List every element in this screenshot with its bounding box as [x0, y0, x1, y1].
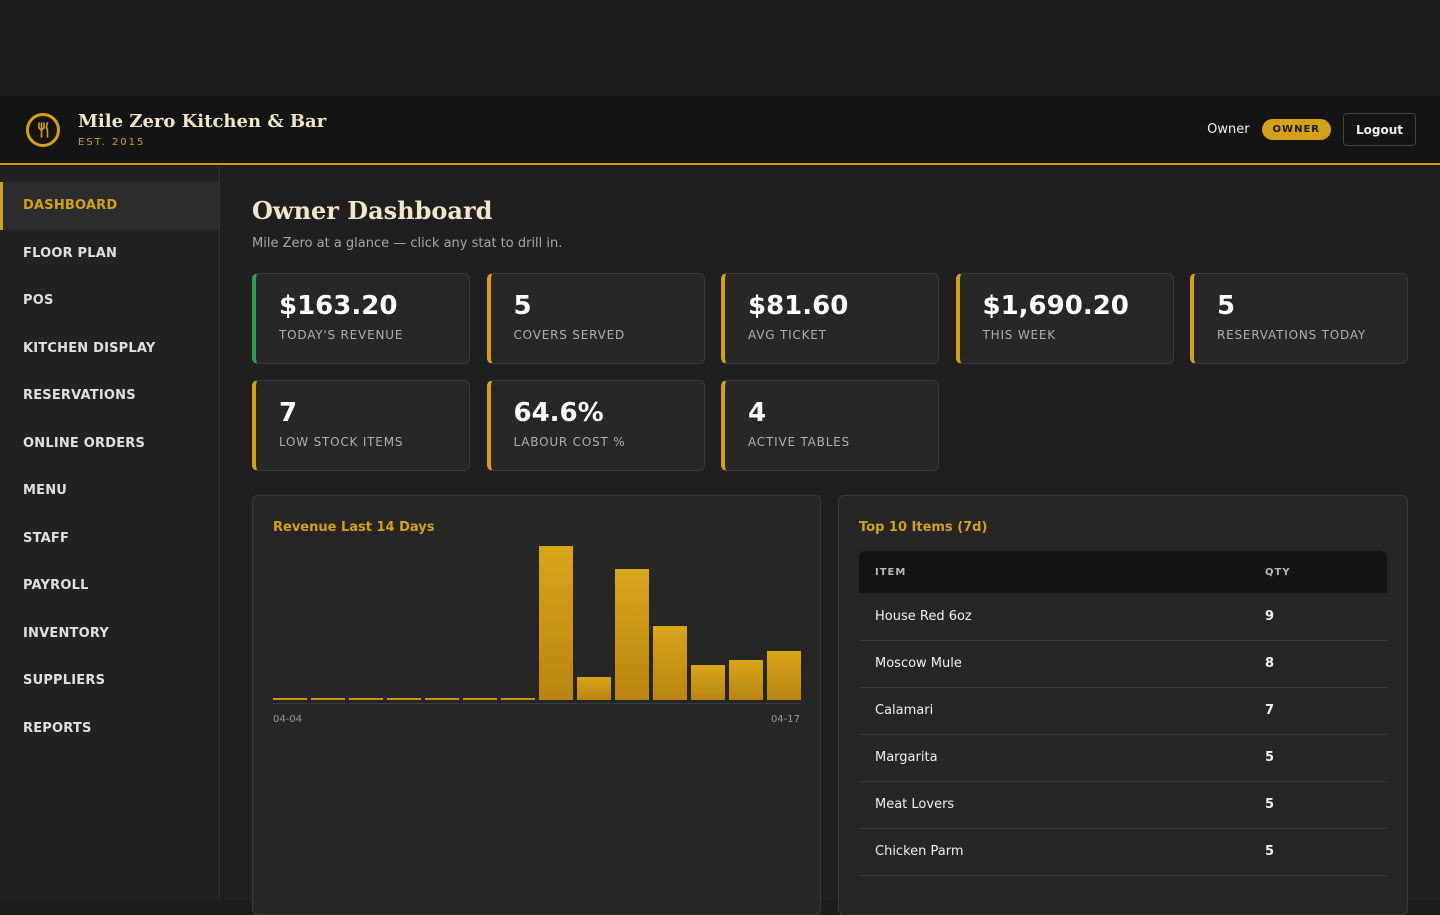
top-items-title: Top 10 Items (7d) — [859, 520, 988, 535]
qty-cell: 7 — [1249, 687, 1387, 735]
sidebar: DASHBOARD FLOOR PLAN POS KITCHEN DISPLAY… — [0, 166, 220, 900]
brand-subtitle: EST. 2015 — [78, 137, 146, 148]
stat-card-low-stock-items[interactable]: 7 LOW STOCK ITEMS — [252, 380, 470, 471]
revenue-chart-title: Revenue Last 14 Days — [273, 520, 435, 535]
table-row: Calamari 7 — [859, 687, 1387, 735]
revenue-chart-panel: Revenue Last 14 Days 04-04 04-17 — [252, 495, 821, 915]
sidebar-item-suppliers[interactable]: SUPPLIERS — [23, 673, 106, 689]
stat-label: ACTIVE TABLES — [748, 435, 850, 449]
revenue-bar-04-05 — [311, 698, 345, 700]
app-header: Mile Zero Kitchen & Bar EST. 2015 Owner … — [0, 96, 1440, 165]
sidebar-item-staff[interactable]: STAFF — [23, 530, 70, 546]
revenue-bar-04-17 — [767, 650, 801, 700]
sidebar-item-kitchen-display[interactable]: KITCHEN DISPLAY — [23, 340, 156, 356]
revenue-bar-04-16 — [729, 659, 763, 700]
sidebar-item-reservations[interactable]: RESERVATIONS — [23, 388, 136, 404]
stat-card-this-week[interactable]: $1,690.20 THIS WEEK — [955, 273, 1174, 364]
revenue-bar-04-15 — [691, 664, 725, 700]
stat-label: COVERS SERVED — [513, 328, 625, 342]
sidebar-item-payroll[interactable]: PAYROLL — [23, 578, 89, 594]
stat-value: $81.60 — [748, 291, 849, 321]
user-name: Owner — [1207, 122, 1250, 137]
revenue-bar-04-14 — [653, 626, 687, 700]
main-content: Owner Dashboard Mile Zero at a glance — … — [221, 166, 1440, 915]
utensils-icon — [26, 112, 60, 147]
sidebar-item-dashboard[interactable]: DASHBOARD — [0, 182, 219, 230]
page-title: Owner Dashboard — [252, 196, 493, 225]
stat-card-active-tables[interactable]: 4 ACTIVE TABLES — [721, 380, 939, 471]
x-axis-end-label: 04-17 — [770, 714, 800, 725]
logout-button[interactable]: Logout — [1342, 113, 1416, 146]
stat-label: LABOUR COST % — [513, 435, 626, 449]
stat-value: 5 — [513, 291, 532, 321]
item-cell: Moscow Mule — [859, 640, 1249, 688]
panels: Revenue Last 14 Days 04-04 04-17 Top 10 … — [252, 495, 1408, 915]
brand-name: Mile Zero Kitchen & Bar — [78, 111, 327, 132]
item-cell: Margarita — [859, 734, 1249, 782]
sidebar-item-online-orders[interactable]: ONLINE ORDERS — [23, 435, 146, 451]
page-subtitle: Mile Zero at a glance — click any stat t… — [252, 236, 563, 251]
revenue-bar-04-13 — [615, 569, 649, 700]
table-row: Margarita 5 — [859, 734, 1387, 782]
stat-label: TODAY'S REVENUE — [279, 328, 404, 342]
item-cell: Meat Lovers — [859, 781, 1249, 829]
top-items-panel: Top 10 Items (7d) ITEM QTY House Red 6oz… — [838, 495, 1408, 915]
stat-cards: $163.20 TODAY'S REVENUE 5 COVERS SERVED … — [252, 273, 1408, 471]
stat-card-covers-served[interactable]: 5 COVERS SERVED — [486, 273, 705, 364]
qty-cell: 9 — [1249, 593, 1387, 641]
stat-card-reservations-today[interactable]: 5 RESERVATIONS TODAY — [1190, 273, 1408, 364]
revenue-bar-04-04 — [273, 698, 307, 700]
qty-cell: 5 — [1249, 828, 1387, 876]
role-badge: OWNER — [1261, 119, 1331, 140]
sidebar-item-menu[interactable]: MENU — [23, 483, 68, 499]
stat-label: THIS WEEK — [982, 328, 1056, 342]
item-cell: Calamari — [859, 687, 1249, 735]
stat-card-avg-ticket[interactable]: $81.60 AVG TICKET — [721, 273, 939, 364]
stat-card-labour-cost[interactable]: 64.6% LABOUR COST % — [486, 380, 705, 471]
table-row: Meat Lovers 5 — [859, 781, 1387, 829]
stat-label: RESERVATIONS TODAY — [1217, 328, 1367, 342]
revenue-bar-04-10 — [501, 698, 535, 700]
header-user-area: Owner OWNER Logout — [1207, 113, 1416, 146]
top-band — [0, 0, 1440, 96]
qty-cell: 8 — [1249, 640, 1387, 688]
top-items-table: ITEM QTY House Red 6oz 9 Moscow Mule 8 C… — [859, 551, 1387, 876]
table-row: House Red 6oz 9 — [859, 593, 1387, 641]
table-header-row: ITEM QTY — [859, 551, 1387, 593]
stat-value: 4 — [748, 398, 767, 428]
sidebar-item-pos[interactable]: POS — [23, 293, 54, 309]
item-cell: Chicken Parm — [859, 828, 1249, 876]
chart-x-axis: 04-04 04-17 — [273, 714, 800, 725]
stat-label: AVG TICKET — [748, 328, 827, 342]
sidebar-item-reports[interactable]: REPORTS — [23, 720, 92, 736]
stat-value: 5 — [1217, 291, 1236, 321]
x-axis-start-label: 04-04 — [273, 714, 303, 725]
revenue-bar-04-11 — [539, 546, 573, 700]
revenue-bar-04-06 — [349, 698, 383, 700]
table-row: Chicken Parm 5 — [859, 828, 1387, 876]
sidebar-item-inventory[interactable]: INVENTORY — [23, 625, 109, 641]
revenue-bar-04-12 — [577, 676, 611, 700]
revenue-bar-chart — [273, 544, 801, 704]
stat-value: $1,690.20 — [982, 291, 1129, 321]
column-header-item: ITEM — [875, 566, 907, 578]
stat-value: 7 — [279, 398, 298, 428]
item-cell: House Red 6oz — [859, 593, 1249, 641]
qty-cell: 5 — [1249, 734, 1387, 782]
table-row: Moscow Mule 8 — [859, 640, 1387, 688]
revenue-bar-04-09 — [463, 698, 497, 700]
sidebar-item-floor-plan[interactable]: FLOOR PLAN — [23, 245, 118, 261]
stat-label: LOW STOCK ITEMS — [279, 435, 404, 449]
stat-card-todays-revenue[interactable]: $163.20 TODAY'S REVENUE — [252, 273, 470, 364]
column-header-qty: QTY — [1265, 566, 1291, 578]
brand: Mile Zero Kitchen & Bar EST. 2015 — [78, 111, 326, 148]
stat-value: $163.20 — [279, 291, 398, 321]
stat-value: 64.6% — [513, 398, 604, 428]
qty-cell: 5 — [1249, 781, 1387, 829]
revenue-bar-04-07 — [387, 698, 421, 700]
revenue-bar-04-08 — [425, 698, 459, 700]
